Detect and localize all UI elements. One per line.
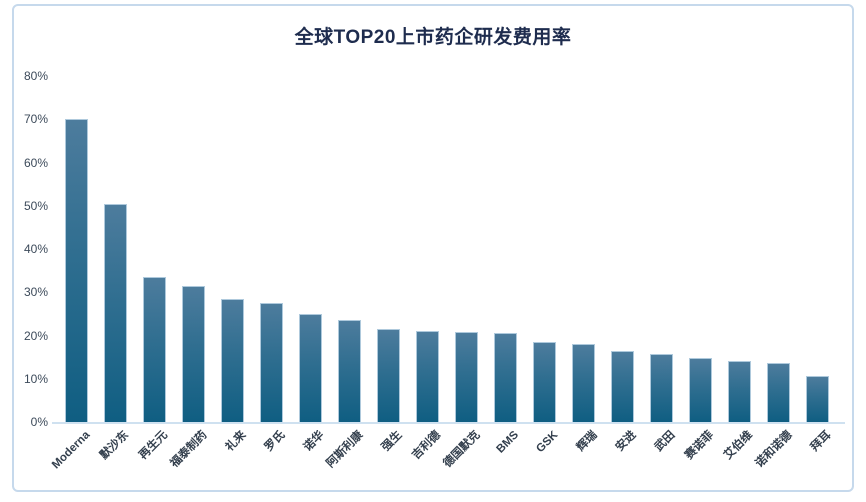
bar: [650, 354, 673, 422]
y-axis-tick-label: 60%: [23, 155, 48, 170]
bar: [572, 344, 595, 422]
bar: [260, 303, 283, 422]
bar: [65, 119, 88, 422]
bar: [494, 333, 517, 422]
y-axis-tick-label: 30%: [23, 285, 48, 300]
bar: [104, 204, 127, 422]
bar: [416, 331, 439, 422]
bar: [767, 363, 790, 422]
y-axis-tick-label: 10%: [23, 371, 48, 386]
bar: [611, 351, 634, 422]
bar: [728, 361, 751, 422]
x-axis-line: [52, 422, 845, 424]
bar: [338, 320, 361, 422]
y-axis-tick-label: 50%: [23, 198, 48, 213]
bar: [455, 332, 478, 422]
bar: [143, 277, 166, 422]
y-axis-tick-label: 0%: [30, 415, 48, 429]
y-axis-tick-label: 70%: [23, 112, 48, 127]
bar: [221, 299, 244, 422]
chart-title: 全球TOP20上市药企研发费用率: [294, 27, 572, 48]
y-axis-tick-label: 20%: [23, 328, 48, 343]
bar: [806, 376, 829, 422]
bar: [689, 358, 712, 422]
bar: [299, 314, 322, 422]
y-axis-tick-label: 40%: [23, 242, 48, 256]
y-axis-tick-label: 80%: [23, 69, 48, 83]
bar: [533, 342, 556, 422]
bar: [182, 286, 205, 422]
bar: [377, 329, 400, 422]
